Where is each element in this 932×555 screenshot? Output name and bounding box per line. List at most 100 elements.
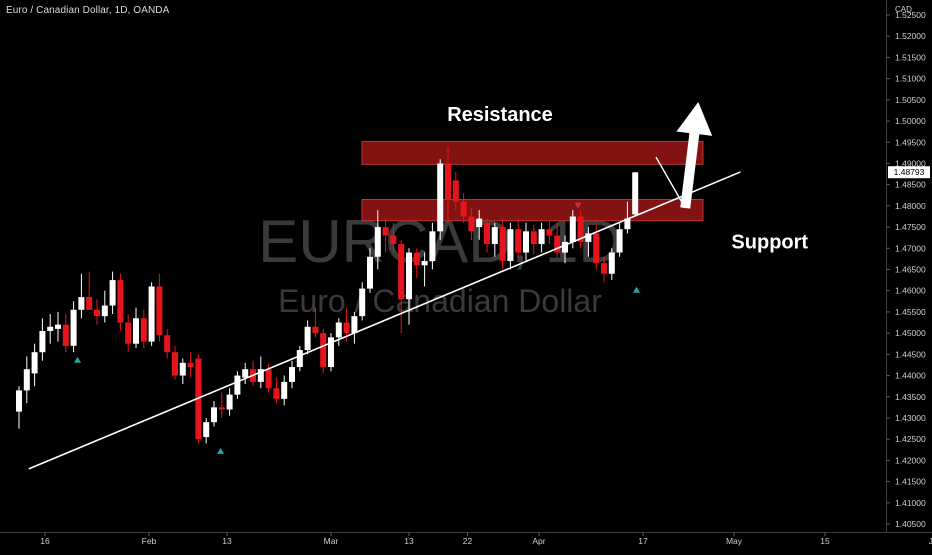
candle: [320, 328, 327, 374]
candle-body: [616, 229, 623, 253]
candle: [624, 201, 631, 234]
resistance-zone-2: [361, 199, 704, 222]
candle: [390, 222, 397, 253]
candle-body: [218, 407, 225, 410]
candle: [577, 210, 584, 249]
annotation-label: Resistance: [447, 104, 553, 126]
candle: [538, 222, 545, 253]
projection-arrow: [676, 102, 713, 209]
price-tick-label: 1.50000: [895, 116, 926, 126]
candle-body: [359, 288, 366, 317]
candle: [312, 307, 319, 338]
candle: [281, 375, 288, 406]
candle-body: [484, 222, 490, 245]
price-tick-label: 1.47000: [895, 243, 926, 253]
currency-label: CAD: [895, 5, 912, 14]
candle-body: [16, 390, 22, 412]
candle: [437, 159, 444, 240]
candle-body: [468, 216, 475, 232]
candle-body: [577, 216, 584, 242]
candle: [164, 328, 171, 359]
time-tick-label: 17: [638, 536, 648, 546]
candle: [546, 220, 553, 245]
candle: [218, 392, 225, 418]
candle-body: [304, 326, 311, 351]
candle: [31, 343, 38, 387]
price-tick-label: 1.46500: [895, 265, 926, 275]
time-tick-label: Jun: [929, 536, 932, 546]
time-axis[interactable]: 16 Feb 13 Mar 13 22 Apr 17 May 15 Jun: [0, 532, 932, 546]
price-tick-label: 1.49500: [895, 137, 926, 147]
candle: [601, 256, 607, 283]
time-tick-label: 13: [222, 536, 232, 546]
annotation-label: Support: [731, 231, 808, 253]
price-tick-label: 1.41500: [895, 477, 926, 487]
candle-body: [281, 381, 288, 399]
candle-body: [343, 322, 350, 334]
price-tick-label: 1.42500: [895, 434, 926, 444]
trend-lines: [28, 102, 741, 470]
candle: [125, 314, 132, 353]
candle-body: [445, 163, 451, 200]
candle-body: [133, 318, 139, 344]
candle-body: [226, 394, 233, 410]
annotations: Resistance Support: [447, 104, 808, 253]
candle: [491, 222, 498, 257]
candle: [421, 252, 428, 287]
projection-path: [655, 156, 686, 209]
candle-body: [593, 233, 600, 264]
candle: [62, 314, 69, 353]
support-trendline: [28, 171, 741, 470]
candle-body: [554, 235, 561, 253]
candle: [351, 311, 358, 344]
price-tick-label: 1.51000: [895, 74, 926, 84]
candle: [593, 222, 600, 270]
candle: [530, 224, 537, 255]
price-tick-label: 1.42000: [895, 455, 926, 465]
candle: [39, 318, 46, 361]
candle-body: [101, 305, 108, 317]
candle: [382, 218, 389, 253]
candle: [242, 362, 249, 385]
candle-body: [172, 352, 178, 376]
candle: [55, 311, 61, 342]
candle-body: [515, 229, 522, 253]
watermark-name: Euro / Canadian Dollar: [278, 283, 602, 319]
candle: [554, 222, 561, 257]
candle-body: [452, 180, 459, 202]
candle: [374, 210, 381, 270]
candle: [335, 318, 342, 346]
candle: [562, 235, 568, 264]
candle: [234, 371, 241, 399]
candle-body: [546, 229, 553, 236]
candle-body: [148, 286, 155, 342]
candle: [608, 248, 615, 281]
candle: [616, 222, 623, 257]
candle-body: [491, 227, 498, 245]
candle: [476, 210, 483, 240]
candle: [148, 282, 155, 346]
time-tick-label: 22: [463, 536, 473, 546]
candle: [156, 273, 163, 342]
candle: [468, 207, 475, 240]
candle: [359, 282, 366, 321]
candle-body: [39, 331, 46, 353]
candle: [47, 314, 54, 344]
candle: [265, 362, 272, 393]
price-tick-label: 1.40500: [895, 519, 926, 529]
price-tick-label: 1.52000: [895, 31, 926, 41]
candle: [187, 352, 194, 378]
candle: [429, 222, 436, 270]
candle: [484, 218, 490, 253]
candle: [117, 273, 124, 332]
candle-body: [156, 286, 163, 336]
price-tick-label: 1.45000: [895, 328, 926, 338]
candle-body: [374, 227, 381, 257]
price-tick-label: 1.47500: [895, 222, 926, 232]
candle: [367, 248, 373, 293]
price-axis[interactable]: CAD 1.52500 1.52000 1.51500 1.51000 1.50500 1…: [886, 0, 926, 532]
candle-body: [460, 201, 467, 217]
candle: [445, 146, 451, 223]
